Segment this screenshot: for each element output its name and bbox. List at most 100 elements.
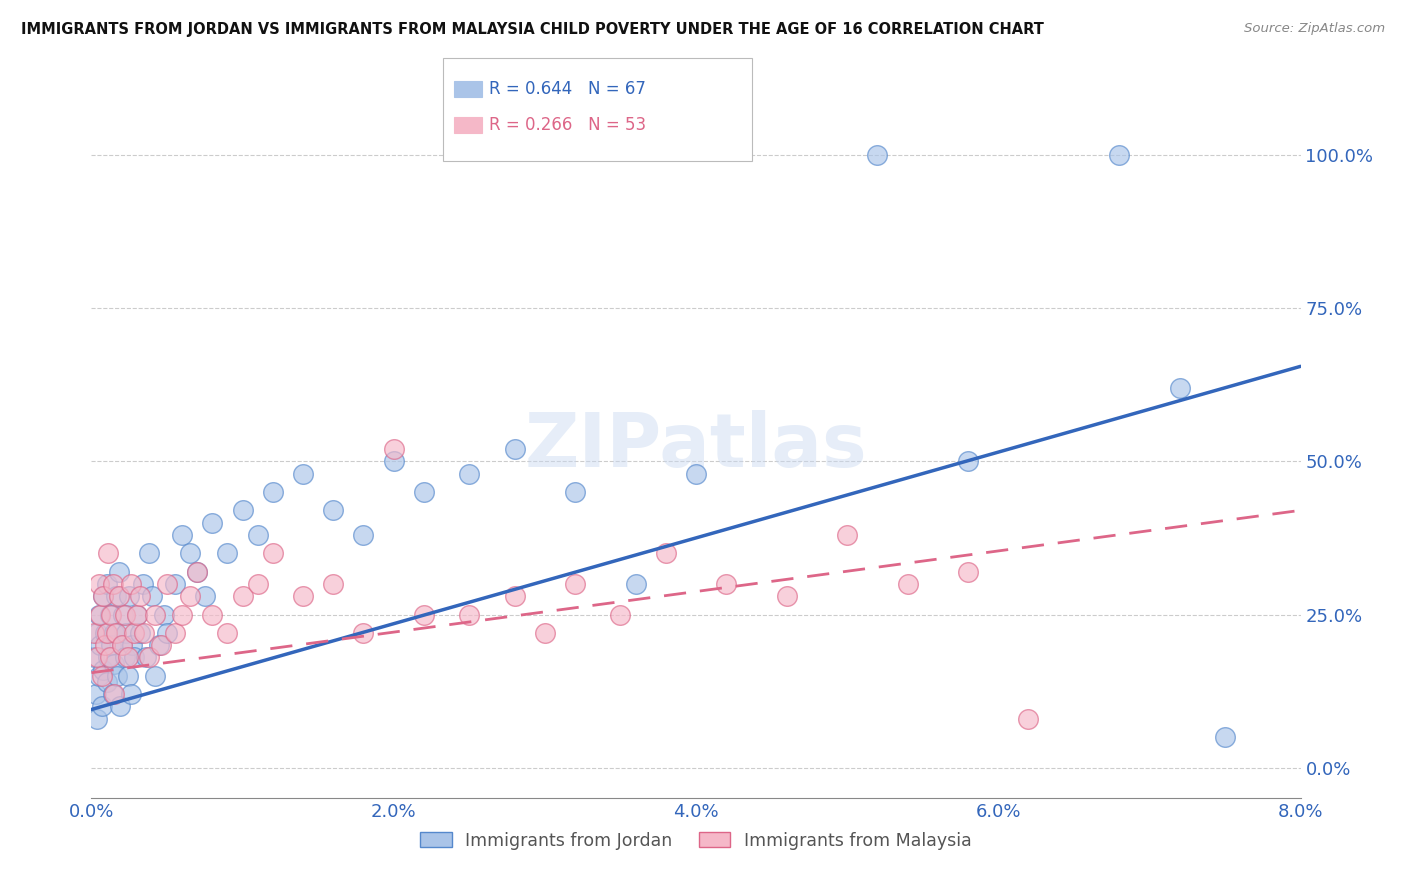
Point	[103, 687, 125, 701]
Point	[231, 589, 253, 603]
Point	[246, 528, 269, 542]
Point	[96, 674, 118, 689]
Point	[83, 650, 105, 665]
Point	[533, 626, 555, 640]
Point	[97, 650, 120, 665]
Point	[122, 650, 145, 665]
Point	[163, 577, 186, 591]
Point	[382, 454, 405, 468]
Point	[93, 663, 115, 677]
Point	[103, 626, 125, 640]
Point	[322, 577, 344, 591]
Point	[292, 589, 315, 603]
Point	[118, 589, 141, 603]
Point	[117, 650, 139, 665]
Point	[217, 546, 239, 560]
Point	[143, 607, 166, 622]
Point	[186, 565, 208, 579]
Point	[112, 607, 135, 622]
Point	[86, 626, 108, 640]
Point	[186, 565, 208, 579]
Point	[956, 565, 979, 579]
Point	[714, 577, 737, 591]
Point	[609, 607, 631, 622]
Point	[382, 442, 405, 456]
Point	[86, 650, 108, 665]
Point	[352, 626, 374, 640]
Point	[503, 442, 526, 456]
Point	[179, 546, 201, 560]
Point	[128, 589, 150, 603]
Point	[114, 607, 136, 622]
Point	[120, 577, 142, 591]
Point	[143, 669, 166, 683]
Point	[685, 467, 707, 481]
Text: IMMIGRANTS FROM JORDAN VS IMMIGRANTS FROM MALAYSIA CHILD POVERTY UNDER THE AGE O: IMMIGRANTS FROM JORDAN VS IMMIGRANTS FRO…	[21, 22, 1045, 37]
Point	[87, 607, 110, 622]
Point	[94, 638, 117, 652]
Point	[132, 577, 155, 591]
Text: ZIPatlas: ZIPatlas	[524, 409, 868, 483]
Point	[98, 607, 121, 622]
Text: R = 0.644   N = 67: R = 0.644 N = 67	[489, 80, 647, 98]
Point	[93, 589, 115, 603]
Point	[105, 669, 128, 683]
Point	[91, 699, 114, 714]
Point	[153, 607, 176, 622]
Point	[101, 687, 124, 701]
Point	[413, 607, 436, 622]
Point	[956, 454, 979, 468]
Point	[128, 626, 150, 640]
Point	[866, 148, 889, 162]
Point	[1213, 730, 1236, 744]
Point	[91, 669, 114, 683]
Point	[292, 467, 315, 481]
Point	[89, 638, 111, 652]
Point	[93, 589, 115, 603]
Point	[103, 657, 125, 671]
Point	[89, 607, 111, 622]
Point	[114, 650, 136, 665]
Point	[156, 577, 179, 591]
Point	[231, 503, 253, 517]
Point	[564, 485, 586, 500]
Point	[87, 577, 110, 591]
Point	[503, 589, 526, 603]
Point	[83, 626, 105, 640]
Point	[134, 626, 156, 640]
Point	[104, 626, 127, 640]
Point	[179, 589, 201, 603]
Point	[262, 485, 284, 500]
Point	[121, 638, 143, 652]
Point	[564, 577, 586, 591]
Point	[246, 577, 269, 591]
Point	[104, 589, 127, 603]
Point	[163, 626, 186, 640]
Point	[352, 528, 374, 542]
Point	[96, 626, 118, 640]
Point	[458, 607, 481, 622]
Point	[172, 528, 194, 542]
Point	[897, 577, 920, 591]
Point	[107, 589, 129, 603]
Point	[138, 650, 160, 665]
Point	[84, 687, 107, 701]
Point	[111, 638, 132, 652]
Point	[413, 485, 436, 500]
Legend: Immigrants from Jordan, Immigrants from Malaysia: Immigrants from Jordan, Immigrants from …	[413, 825, 979, 856]
Point	[96, 577, 118, 591]
Point	[98, 650, 121, 665]
Point	[201, 607, 224, 622]
Point	[125, 607, 148, 622]
Point	[776, 589, 799, 603]
Point	[262, 546, 284, 560]
Point	[100, 607, 122, 622]
Point	[322, 503, 344, 517]
Point	[654, 546, 676, 560]
Point	[201, 516, 224, 530]
Point	[94, 626, 117, 640]
Point	[115, 626, 138, 640]
Point	[138, 546, 160, 560]
Point	[125, 607, 148, 622]
Point	[835, 528, 858, 542]
